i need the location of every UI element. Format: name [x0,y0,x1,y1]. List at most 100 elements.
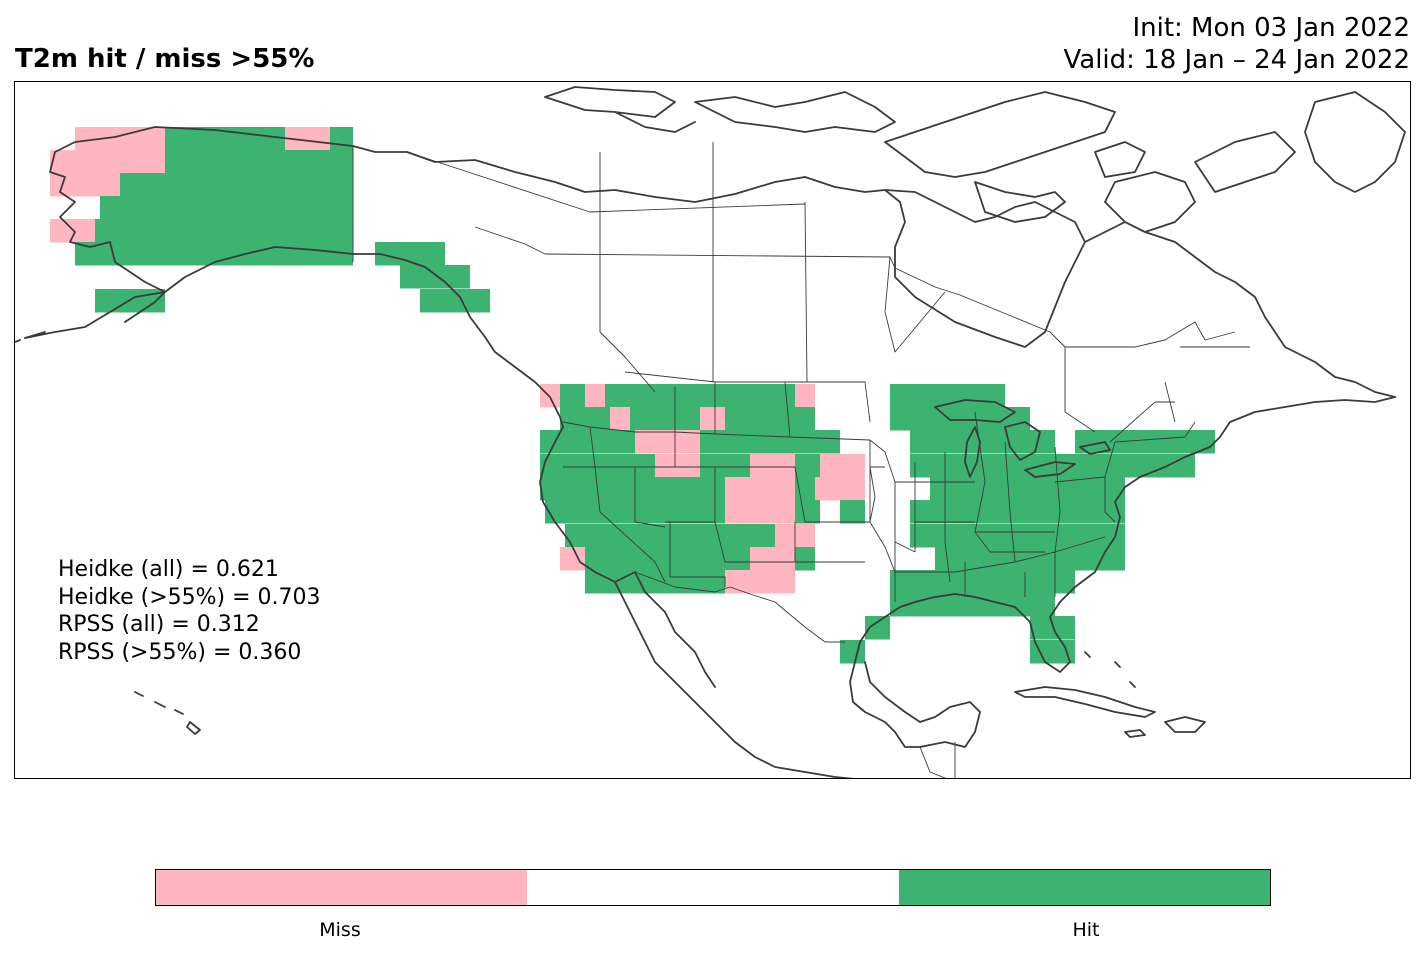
manitoba-ontario-border [884,256,946,353]
hit-cell [630,407,700,431]
heidke-55: Heidke (>55%) = 0.703 [58,584,321,610]
heidke-all: Heidke (all) = 0.621 [58,557,279,582]
hit-cell [1030,616,1075,640]
miss-cell [750,454,795,478]
miss-cell [750,547,795,571]
sask-manitoba-border [804,201,808,383]
hit-cell [560,407,610,431]
hit-cell [890,593,1055,617]
hit-cell [540,430,635,454]
miss-cell [120,150,165,174]
hit-cell [930,477,1125,501]
hit-cell [910,524,1125,548]
miss-cell [700,407,725,431]
jamaica [1124,729,1146,738]
lake-superior [934,399,1016,423]
colorbar-label-hit: Hit [1072,919,1100,941]
bahamas [1084,651,1136,688]
hit-cell [560,384,585,408]
hit-cell [165,127,285,151]
gulf-coast [849,641,981,748]
colorbar [155,869,1271,906]
hit-cell [95,219,353,243]
lake-michigan [964,426,981,478]
map-canvas [15,86,1406,778]
miss-cell [50,150,120,174]
bc-alberta-border [474,152,656,393]
hit-cell [100,196,353,220]
hit-cell [935,547,1125,571]
hit-cell [840,640,865,664]
lake-huron [1004,421,1041,461]
miss-cell [50,173,120,197]
hit-cell [840,500,865,524]
guatemala-border [919,742,956,778]
labrador-coast [1084,221,1396,398]
arctic-coast [406,151,886,203]
hit-cell [795,477,815,501]
hit-cell [585,570,725,594]
hit-cell [1075,430,1215,454]
forecast-dates: Init: Mon 03 Jan 2022 Valid: 18 Jan – 24… [1064,12,1411,76]
hudson-bay [884,189,1086,348]
cuba [1014,686,1156,718]
east-coast [859,396,1396,673]
alaska-coast [24,126,408,339]
colorbar-miss-segment [156,870,528,905]
miss-cell [285,127,330,151]
hit-cell [700,430,840,454]
hit-cell [375,242,445,266]
hit-cell [795,454,820,478]
colorbar-label-miss: Miss [319,919,361,941]
rpss-all: RPSS (all) = 0.312 [58,612,260,637]
hit-cell [585,547,750,571]
miss-cell [610,407,630,431]
west-coast [539,426,855,778]
lake-ontario [1079,441,1111,455]
miss-cell [725,500,795,524]
hit-cell [540,454,655,478]
map-panel [14,81,1411,779]
rpss-55: RPSS (>55%) = 0.360 [58,639,302,665]
us-state-borders [562,371,1196,602]
hit-cell [400,265,470,289]
miss-cell [815,477,865,501]
init-date: Init: Mon 03 Jan 2022 [1132,13,1410,43]
hawaii [134,691,201,735]
colorbar-neutral-segment [527,870,899,905]
hit-cell [795,500,820,524]
hit-cell [795,547,815,571]
skill-scores: Heidke (all) = 0.621 Heidke (>55%) = 0.7… [58,556,321,666]
hit-cell [865,616,890,640]
hit-cell [605,384,795,408]
verification-cells [50,127,1215,664]
miss-cell [820,454,865,478]
hit-cell [700,454,750,478]
hit-cell [725,524,775,548]
hit-cell [120,173,353,197]
miss-cell [635,430,700,454]
colorbar-hit-segment [898,870,1270,905]
us-mexico-border [634,571,845,643]
hit-cell [420,289,490,313]
miss-cell [560,547,585,571]
miss-cell [725,477,795,501]
miss-cell [655,454,700,478]
aleutians [15,291,166,343]
hit-cell [565,524,725,548]
territories-border [406,142,806,213]
hit-cell [910,500,1125,524]
hispaniola [1164,716,1206,733]
miss-cell [75,127,165,151]
hit-cell [890,407,1030,431]
hit-cell [910,454,1195,478]
map-title: T2m hit / miss >55% [15,44,315,74]
arctic-islands [544,86,1406,233]
lake-erie [1024,461,1076,478]
miss-cell [795,384,815,408]
hit-cell [725,407,815,431]
miss-cell [725,570,795,594]
hit-cell [330,127,353,151]
hit-cell [540,477,725,501]
hit-cell [910,430,1055,454]
